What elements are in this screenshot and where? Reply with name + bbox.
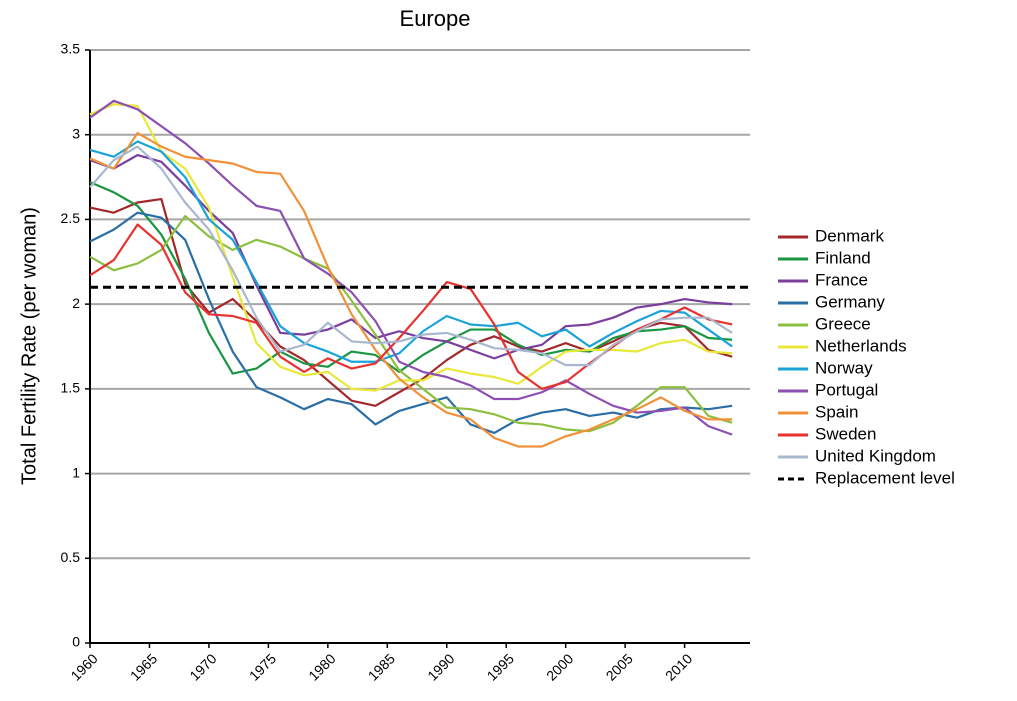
legend-text: Greece xyxy=(815,314,871,333)
x-tick-label: 1985 xyxy=(365,650,398,683)
x-tick-label: 2010 xyxy=(662,650,695,683)
legend-text: United Kingdom xyxy=(815,446,936,465)
x-tick-label: 1965 xyxy=(127,650,160,683)
x-tick-label: 2000 xyxy=(543,650,576,683)
legend-text: Norway xyxy=(815,358,873,377)
legend-text: Spain xyxy=(815,402,858,421)
x-tick-label: 1990 xyxy=(424,650,457,683)
legend-text: Sweden xyxy=(815,424,876,443)
series-line xyxy=(89,140,733,363)
x-tick-label: 1970 xyxy=(186,650,219,683)
legend-text: France xyxy=(815,270,868,289)
x-tick-label: 1960 xyxy=(67,650,100,683)
y-tick-label: 3 xyxy=(72,125,80,141)
chart-title: Europe xyxy=(400,6,471,31)
series-line xyxy=(89,131,733,448)
y-tick-label: 1 xyxy=(72,464,80,480)
legend-text: Finland xyxy=(815,248,871,267)
x-tick-label: 2005 xyxy=(603,650,636,683)
legend-text: Replacement level xyxy=(815,468,955,487)
series-line xyxy=(89,99,733,436)
legend-text: Netherlands xyxy=(815,336,907,355)
legend-text: Germany xyxy=(815,292,885,311)
y-tick-label: 0 xyxy=(72,634,80,650)
y-tick-label: 1.5 xyxy=(61,380,81,396)
y-tick-label: 2 xyxy=(72,295,80,311)
y-tick-label: 3.5 xyxy=(61,41,81,57)
series-line xyxy=(89,153,733,360)
y-tick-label: 2.5 xyxy=(61,210,81,226)
legend-text: Portugal xyxy=(815,380,878,399)
series-line xyxy=(89,145,733,367)
x-tick-label: 1995 xyxy=(484,650,517,683)
series-line xyxy=(89,181,733,375)
y-tick-label: 0.5 xyxy=(61,549,81,565)
series-line xyxy=(89,197,733,407)
x-tick-label: 1975 xyxy=(246,650,279,683)
y-axis-label: Total Fertility Rate (per woman) xyxy=(18,207,40,485)
legend-text: Denmark xyxy=(815,226,884,245)
series-line xyxy=(89,103,733,392)
x-tick-label: 1980 xyxy=(305,650,338,683)
